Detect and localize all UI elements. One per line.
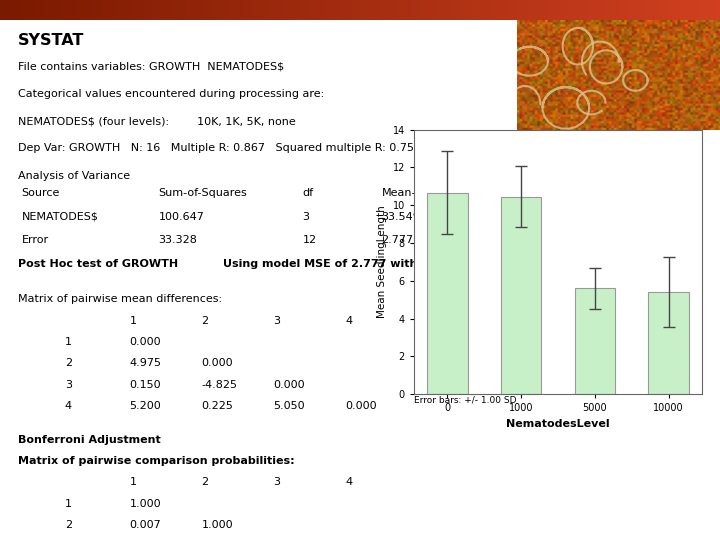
Text: 5.200: 5.200 <box>130 401 161 411</box>
Text: Bonferroni Adjustment: Bonferroni Adjustment <box>18 435 161 444</box>
Text: 0.000: 0.000 <box>274 380 305 389</box>
Bar <box>575 288 615 394</box>
Text: F-ratio: F-ratio <box>482 188 518 198</box>
Text: df: df <box>302 188 313 198</box>
Text: 12: 12 <box>302 235 317 246</box>
Text: 1.000: 1.000 <box>202 520 233 530</box>
Text: 1: 1 <box>130 477 137 487</box>
Text: NEMATODES$: NEMATODES$ <box>22 212 99 222</box>
Text: Categorical values encountered during processing are:: Categorical values encountered during pr… <box>18 89 324 99</box>
Text: 4: 4 <box>346 315 353 326</box>
Text: NEMATODES$ (four levels):        10K, 1K, 5K, none: NEMATODES$ (four levels): 10K, 1K, 5K, n… <box>18 117 296 126</box>
Text: Mean-Square: Mean-Square <box>382 188 456 198</box>
Text: 0.007: 0.007 <box>130 520 161 530</box>
Text: 2: 2 <box>65 520 72 530</box>
Text: 2.777: 2.777 <box>382 235 414 246</box>
Text: 4: 4 <box>346 477 353 487</box>
Text: 4.975: 4.975 <box>130 358 161 368</box>
Text: 1: 1 <box>130 315 137 326</box>
Text: Dep Var: GROWTH   N: 16   Multiple R: 0.867   Squared multiple R: 0.751: Dep Var: GROWTH N: 16 Multiple R: 0.867 … <box>18 143 421 153</box>
Text: 0.225: 0.225 <box>202 401 233 411</box>
Text: 1: 1 <box>65 498 72 509</box>
Text: Matrix of pairwise comparison probabilities:: Matrix of pairwise comparison probabilit… <box>18 456 294 466</box>
Text: Sum-of-Squares: Sum-of-Squares <box>158 188 247 198</box>
Text: 100.647: 100.647 <box>158 212 204 222</box>
Text: 3: 3 <box>302 212 310 222</box>
Text: 2: 2 <box>202 315 209 326</box>
Text: Using model MSE of 2.777 with 12 df.: Using model MSE of 2.777 with 12 df. <box>223 259 457 269</box>
Text: Error: Error <box>22 235 49 246</box>
Bar <box>427 193 468 394</box>
Text: 33.328: 33.328 <box>158 235 197 246</box>
Text: 2: 2 <box>65 358 72 368</box>
Text: 5.050: 5.050 <box>274 401 305 411</box>
Text: Error bars: +/- 1.00 SD: Error bars: +/- 1.00 SD <box>414 395 516 404</box>
Bar <box>501 197 541 394</box>
Text: 3: 3 <box>65 380 72 389</box>
Text: 0.000: 0.000 <box>130 337 161 347</box>
Text: SYSTAT: SYSTAT <box>18 33 84 48</box>
Text: 0.000: 0.000 <box>202 358 233 368</box>
Text: 3: 3 <box>274 477 281 487</box>
Text: 1.000: 1.000 <box>130 498 161 509</box>
Text: 33.549: 33.549 <box>382 212 420 222</box>
Text: 2: 2 <box>202 477 209 487</box>
X-axis label: NematodesLevel: NematodesLevel <box>506 419 610 429</box>
Text: 4: 4 <box>65 401 72 411</box>
Text: 0.000: 0.000 <box>346 401 377 411</box>
Text: Post Hoc test of GROWTH: Post Hoc test of GROWTH <box>18 259 178 269</box>
Text: P: P <box>576 188 582 198</box>
Text: 0.001: 0.001 <box>576 212 608 222</box>
Text: 0.150: 0.150 <box>130 380 161 389</box>
Bar <box>648 292 689 394</box>
Text: 3: 3 <box>274 315 281 326</box>
Text: -4.825: -4.825 <box>202 380 238 389</box>
Text: File contains variables: GROWTH  NEMATODES$: File contains variables: GROWTH NEMATODE… <box>18 62 284 72</box>
Text: Source: Source <box>22 188 60 198</box>
Text: 1: 1 <box>65 337 72 347</box>
Text: Analysis of Variance: Analysis of Variance <box>18 171 130 181</box>
Text: 12.080: 12.080 <box>482 212 521 222</box>
Y-axis label: Mean SeedlingLength: Mean SeedlingLength <box>377 206 387 318</box>
Text: Matrix of pairwise mean differences:: Matrix of pairwise mean differences: <box>18 294 222 304</box>
